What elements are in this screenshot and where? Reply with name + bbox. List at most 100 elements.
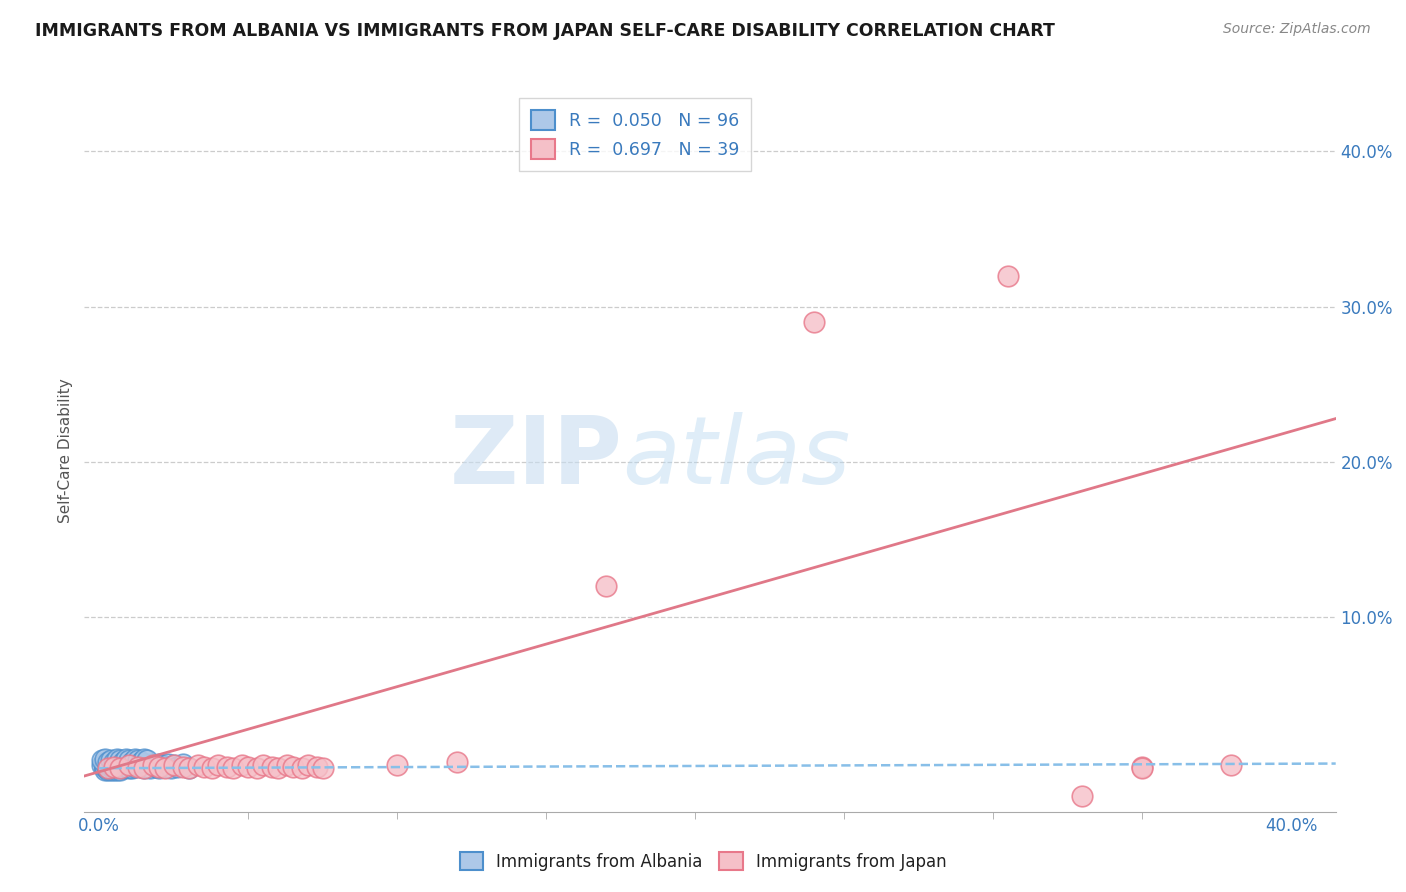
Point (222, 761, 245, 775)
Point (105, 761, 128, 775)
Point (163, 758, 186, 772)
Point (105, 763, 128, 777)
Point (118, 754, 141, 768)
Point (100, 758, 122, 772)
Point (115, 759, 138, 773)
Point (94, 759, 117, 773)
Point (108, 754, 131, 768)
Legend: R =  0.050   N = 96, R =  0.697   N = 39: R = 0.050 N = 96, R = 0.697 N = 39 (519, 98, 751, 171)
Point (100, 759, 122, 773)
Point (103, 758, 125, 772)
Point (281, 759, 304, 773)
Point (108, 758, 131, 772)
Point (127, 759, 149, 773)
Point (139, 761, 162, 775)
Point (108, 756, 131, 771)
Point (112, 761, 135, 775)
Point (97, 759, 120, 773)
Point (148, 756, 170, 771)
Point (94, 756, 117, 771)
Point (100, 758, 122, 772)
Point (291, 761, 314, 775)
Point (108, 759, 131, 773)
Point (112, 755, 135, 769)
Point (94, 759, 117, 773)
Point (97, 759, 120, 773)
Point (94, 763, 117, 777)
Point (105, 758, 128, 772)
Point (97, 761, 120, 775)
Point (142, 758, 165, 772)
Text: IMMIGRANTS FROM ALBANIA VS IMMIGRANTS FROM JAPAN SELF-CARE DISABILITY CORRELATIO: IMMIGRANTS FROM ALBANIA VS IMMIGRANTS FR… (35, 22, 1054, 40)
Point (103, 755, 125, 769)
Point (100, 761, 122, 775)
Point (124, 759, 146, 773)
Point (1220, 758, 1243, 772)
Point (136, 759, 159, 773)
Point (207, 758, 229, 772)
Point (103, 763, 125, 777)
Point (177, 761, 200, 775)
Point (108, 763, 131, 777)
Point (312, 761, 335, 775)
Point (172, 756, 194, 771)
Point (172, 759, 194, 773)
Point (127, 756, 149, 771)
Point (201, 761, 224, 775)
Point (446, 755, 468, 769)
Point (118, 758, 141, 772)
Point (1130, 761, 1153, 775)
Point (276, 758, 298, 772)
Point (100, 754, 122, 768)
Point (136, 758, 159, 772)
Point (108, 761, 131, 775)
Point (305, 759, 328, 773)
Text: Source: ZipAtlas.com: Source: ZipAtlas.com (1223, 22, 1371, 37)
Point (100, 756, 122, 771)
Point (118, 758, 141, 772)
Point (132, 752, 155, 766)
Point (94, 755, 117, 769)
Point (97, 761, 120, 775)
Point (163, 758, 186, 772)
Point (124, 752, 146, 766)
Point (136, 754, 159, 768)
Point (97, 763, 120, 777)
Point (103, 756, 125, 771)
Point (156, 756, 179, 771)
Text: ZIP: ZIP (450, 412, 623, 504)
Point (91, 754, 114, 768)
Point (148, 759, 170, 773)
Point (129, 759, 152, 773)
Point (132, 756, 155, 771)
Point (159, 761, 181, 775)
Point (132, 761, 155, 775)
Point (187, 758, 209, 772)
Point (1071, 789, 1094, 804)
Point (91, 758, 114, 772)
Point (118, 761, 141, 775)
Point (127, 758, 149, 772)
Point (103, 758, 125, 772)
Point (129, 758, 152, 772)
Y-axis label: Self-Care Disability: Self-Care Disability (58, 378, 73, 523)
Point (129, 755, 152, 769)
Point (105, 752, 128, 766)
Point (103, 761, 125, 775)
Point (166, 759, 188, 773)
Point (121, 758, 143, 772)
Point (803, 315, 825, 329)
Point (108, 758, 131, 772)
Point (100, 763, 122, 777)
Point (217, 759, 239, 773)
Point (94, 752, 117, 766)
Point (97, 756, 120, 771)
Point (115, 752, 138, 766)
Point (262, 759, 284, 773)
Point (115, 758, 138, 772)
Point (153, 761, 176, 775)
Point (121, 761, 143, 775)
Point (112, 759, 135, 773)
Point (105, 756, 128, 771)
Point (97, 755, 120, 769)
